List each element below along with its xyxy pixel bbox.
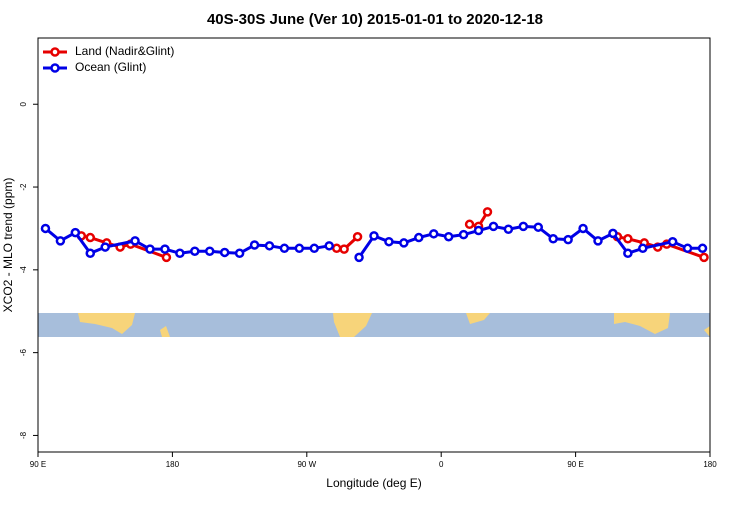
data-point bbox=[175, 248, 185, 259]
data-point bbox=[160, 244, 170, 254]
plot-frame bbox=[37, 37, 711, 453]
data-point bbox=[682, 243, 693, 254]
data-point bbox=[204, 246, 215, 256]
data-point bbox=[145, 244, 155, 254]
data-point bbox=[518, 221, 529, 232]
data-point bbox=[264, 241, 275, 251]
data-point bbox=[161, 252, 172, 263]
data-point bbox=[563, 234, 573, 245]
data-point bbox=[352, 231, 363, 242]
data-point bbox=[623, 248, 633, 259]
chart-title: 40S-30S June (Ver 10) 2015-01-01 to 2020… bbox=[207, 11, 543, 28]
data-point bbox=[458, 229, 469, 240]
data-point bbox=[667, 236, 678, 247]
data-point bbox=[85, 248, 96, 259]
data-point bbox=[294, 243, 305, 254]
y-tick-label: -6 bbox=[19, 349, 28, 357]
data-point bbox=[399, 238, 409, 248]
x-tick-label: 90 E bbox=[30, 460, 46, 469]
data-point bbox=[354, 252, 364, 263]
data-point bbox=[638, 243, 648, 254]
y-tick-label: -4 bbox=[19, 266, 28, 274]
y-axis-label: XCO2 - MLO trend (ppm) bbox=[1, 178, 15, 313]
map-strip bbox=[38, 313, 710, 337]
data-point bbox=[249, 240, 260, 250]
legend-marker bbox=[50, 63, 60, 73]
data-point bbox=[548, 234, 558, 244]
data-point bbox=[699, 252, 709, 263]
data-point bbox=[533, 222, 544, 232]
data-point bbox=[697, 243, 708, 254]
data-point bbox=[70, 227, 81, 238]
y-tick-label: 0 bbox=[19, 101, 28, 106]
data-point bbox=[384, 236, 394, 247]
data-point bbox=[309, 243, 320, 254]
data-point bbox=[428, 229, 439, 239]
data-point bbox=[40, 223, 51, 234]
data-point bbox=[331, 243, 342, 254]
legend-label: Ocean (Glint) bbox=[75, 60, 146, 74]
data-point bbox=[593, 236, 603, 246]
legend-marker bbox=[50, 47, 60, 57]
series-line bbox=[44, 224, 703, 259]
y-tick-label: -8 bbox=[19, 431, 28, 439]
data-point bbox=[464, 219, 475, 230]
data-point bbox=[219, 247, 230, 258]
data-point bbox=[488, 221, 499, 232]
data-point bbox=[369, 231, 379, 241]
x-tick-label: 90 E bbox=[567, 460, 583, 469]
data-point bbox=[279, 243, 290, 254]
data-point bbox=[100, 242, 110, 252]
data-point bbox=[324, 241, 334, 251]
data-point bbox=[623, 234, 633, 244]
data-point bbox=[578, 223, 588, 234]
data-point bbox=[503, 224, 514, 235]
data-point bbox=[55, 236, 66, 246]
data-point bbox=[482, 207, 493, 217]
legend-label: Land (Nadir&Glint) bbox=[75, 44, 174, 58]
data-point bbox=[339, 244, 349, 254]
data-point bbox=[608, 228, 618, 239]
data-point bbox=[234, 248, 245, 259]
x-axis-label: Longitude (deg E) bbox=[326, 476, 421, 490]
x-tick-label: 90 W bbox=[297, 460, 316, 469]
data-point bbox=[473, 225, 484, 236]
x-tick-label: 0 bbox=[439, 460, 444, 469]
data-point bbox=[414, 232, 424, 243]
data-point bbox=[190, 246, 200, 256]
data-point bbox=[85, 232, 96, 243]
x-tick-label: 180 bbox=[166, 460, 180, 469]
data-point bbox=[443, 231, 454, 242]
x-tick-label: 180 bbox=[703, 460, 717, 469]
y-tick-label: -2 bbox=[19, 183, 28, 191]
data-point bbox=[130, 236, 140, 246]
